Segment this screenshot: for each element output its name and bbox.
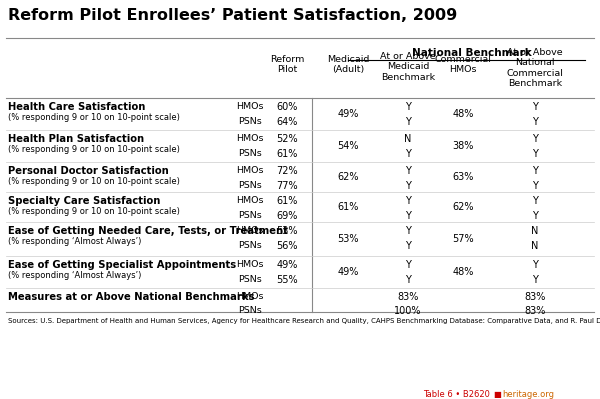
Text: 100%: 100%	[394, 306, 422, 316]
Text: 61%: 61%	[277, 196, 298, 206]
Text: 60%: 60%	[277, 102, 298, 112]
Text: Reform
Pilot: Reform Pilot	[270, 55, 304, 74]
Text: Y: Y	[532, 166, 538, 176]
Text: ■: ■	[493, 390, 501, 399]
Text: N: N	[532, 241, 539, 251]
Text: Y: Y	[405, 226, 411, 236]
Text: Y: Y	[405, 149, 411, 159]
Text: heritage.org: heritage.org	[502, 390, 554, 399]
Text: Y: Y	[532, 181, 538, 191]
Text: 49%: 49%	[337, 109, 359, 119]
Text: Y: Y	[532, 149, 538, 159]
Text: 62%: 62%	[337, 172, 359, 182]
Text: 61%: 61%	[277, 149, 298, 159]
Text: N: N	[532, 226, 539, 236]
Text: Y: Y	[532, 275, 538, 285]
Text: (% responding ‘Almost Always’): (% responding ‘Almost Always’)	[8, 237, 142, 246]
Text: PSNs: PSNs	[238, 211, 262, 220]
Text: 77%: 77%	[276, 181, 298, 191]
Text: (% responding ‘Almost Always’): (% responding ‘Almost Always’)	[8, 271, 142, 280]
Text: 63%: 63%	[452, 172, 473, 182]
Text: Y: Y	[405, 102, 411, 112]
Text: 72%: 72%	[276, 166, 298, 176]
Text: HMOs: HMOs	[236, 260, 264, 269]
Text: 69%: 69%	[277, 211, 298, 221]
Text: 38%: 38%	[452, 141, 473, 151]
Text: 83%: 83%	[524, 292, 545, 302]
Text: HMOs: HMOs	[236, 292, 264, 301]
Text: Ease of Getting Specialist Appointments: Ease of Getting Specialist Appointments	[8, 260, 236, 270]
Text: Sources: U.S. Department of Health and Human Services, Agency for Healthcare Res: Sources: U.S. Department of Health and H…	[8, 317, 600, 324]
Text: 56%: 56%	[276, 241, 298, 251]
Text: Y: Y	[405, 275, 411, 285]
Text: Y: Y	[532, 211, 538, 221]
Text: Y: Y	[405, 117, 411, 127]
Text: PSNs: PSNs	[238, 275, 262, 284]
Text: Ease of Getting Needed Care, Tests, or Treatment: Ease of Getting Needed Care, Tests, or T…	[8, 226, 288, 236]
Text: PSNs: PSNs	[238, 181, 262, 190]
Text: Y: Y	[405, 181, 411, 191]
Text: (% responding 9 or 10 on 10-point scale): (% responding 9 or 10 on 10-point scale)	[8, 207, 180, 216]
Text: PSNs: PSNs	[238, 306, 262, 315]
Text: HMOs: HMOs	[236, 196, 264, 205]
Text: Health Plan Satisfaction: Health Plan Satisfaction	[8, 134, 144, 144]
Text: National Benchmark: National Benchmark	[412, 48, 532, 58]
Text: 52%: 52%	[276, 134, 298, 144]
Text: Y: Y	[405, 241, 411, 251]
Text: 53%: 53%	[276, 226, 298, 236]
Text: 83%: 83%	[524, 306, 545, 316]
Text: HMOs: HMOs	[236, 102, 264, 111]
Text: 49%: 49%	[337, 267, 359, 277]
Text: 83%: 83%	[397, 292, 419, 302]
Text: 62%: 62%	[452, 202, 474, 212]
Text: Specialty Care Satisfaction: Specialty Care Satisfaction	[8, 196, 160, 206]
Text: HMOs: HMOs	[236, 166, 264, 175]
Text: Y: Y	[532, 134, 538, 144]
Text: 57%: 57%	[452, 234, 474, 244]
Text: 48%: 48%	[452, 267, 473, 277]
Text: HMOs: HMOs	[236, 226, 264, 235]
Text: Y: Y	[405, 260, 411, 270]
Text: PSNs: PSNs	[238, 117, 262, 126]
Text: (% responding 9 or 10 on 10-point scale): (% responding 9 or 10 on 10-point scale)	[8, 145, 180, 154]
Text: Y: Y	[532, 196, 538, 206]
Text: (% responding 9 or 10 on 10-point scale): (% responding 9 or 10 on 10-point scale)	[8, 177, 180, 186]
Text: Y: Y	[532, 102, 538, 112]
Text: 48%: 48%	[452, 109, 473, 119]
Text: 61%: 61%	[337, 202, 359, 212]
Text: Y: Y	[532, 260, 538, 270]
Text: 64%: 64%	[277, 117, 298, 127]
Text: Y: Y	[405, 166, 411, 176]
Text: 53%: 53%	[337, 234, 359, 244]
Text: Health Care Satisfaction: Health Care Satisfaction	[8, 102, 145, 112]
Text: At or Above
Medicaid
Benchmark: At or Above Medicaid Benchmark	[380, 52, 436, 82]
Text: Y: Y	[405, 196, 411, 206]
Text: Commercial
HMOs: Commercial HMOs	[434, 55, 491, 74]
Text: PSNs: PSNs	[238, 149, 262, 158]
Text: Y: Y	[405, 211, 411, 221]
Text: Y: Y	[532, 117, 538, 127]
Text: PSNs: PSNs	[238, 241, 262, 250]
Text: Personal Doctor Satisfaction: Personal Doctor Satisfaction	[8, 166, 169, 176]
Text: 54%: 54%	[337, 141, 359, 151]
Text: Table 6 • B2620: Table 6 • B2620	[423, 390, 490, 399]
Text: 49%: 49%	[277, 260, 298, 270]
Text: (% responding 9 or 10 on 10-point scale): (% responding 9 or 10 on 10-point scale)	[8, 113, 180, 122]
Text: HMOs: HMOs	[236, 134, 264, 143]
Text: Measures at or Above National Benchmarks: Measures at or Above National Benchmarks	[8, 292, 254, 302]
Text: Reform Pilot Enrollees’ Patient Satisfaction, 2009: Reform Pilot Enrollees’ Patient Satisfac…	[8, 8, 457, 23]
Text: Medicaid
(Adult): Medicaid (Adult)	[327, 55, 369, 74]
Text: 55%: 55%	[276, 275, 298, 285]
Text: At or Above
National
Commercial
Benchmark: At or Above National Commercial Benchmar…	[506, 48, 563, 88]
Text: N: N	[404, 134, 412, 144]
